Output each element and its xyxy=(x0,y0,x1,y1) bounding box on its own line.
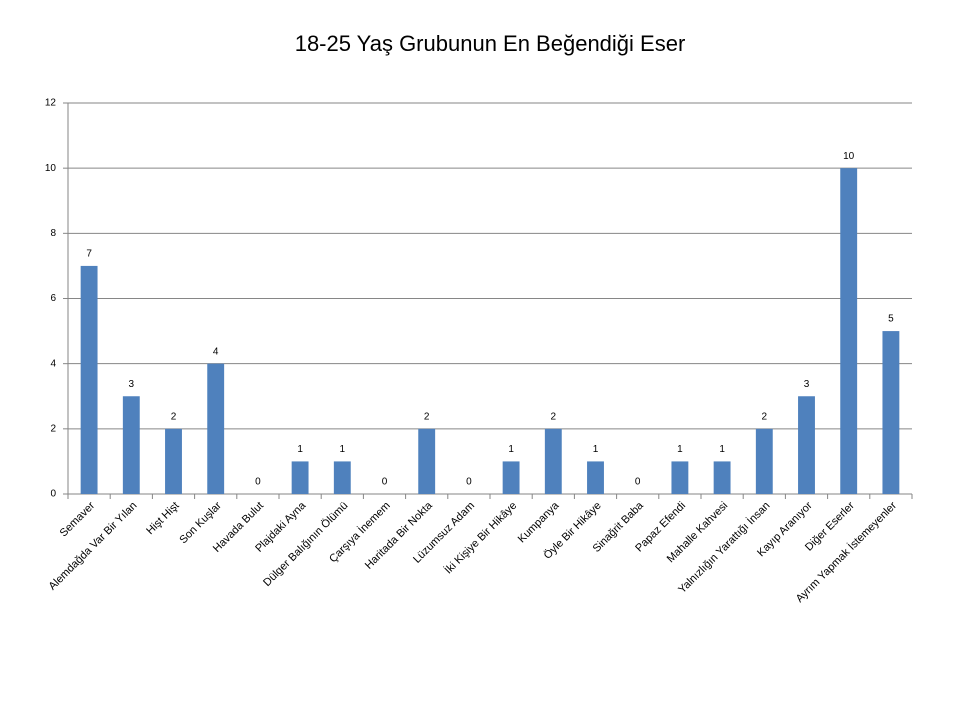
bar xyxy=(333,461,351,494)
value-label: 1 xyxy=(719,444,725,455)
bar xyxy=(207,363,225,494)
value-label: 1 xyxy=(340,444,346,455)
bar xyxy=(80,265,98,494)
bar xyxy=(165,428,182,494)
value-label: 1 xyxy=(593,444,599,455)
y-tick-label: 8 xyxy=(50,228,56,239)
bar xyxy=(713,461,731,494)
value-label: 10 xyxy=(843,151,855,162)
bar xyxy=(587,461,604,494)
x-tick-label: Dülger Balığının Ölümü xyxy=(261,500,350,589)
value-label: 1 xyxy=(297,444,303,455)
value-label: 3 xyxy=(804,379,810,390)
bar xyxy=(671,461,689,494)
value-label: 2 xyxy=(171,411,177,422)
x-tick-label: İki Kişiye Bir Hikâye xyxy=(442,499,519,576)
bar xyxy=(755,428,773,494)
value-label: 2 xyxy=(762,411,768,422)
chart-title: 18-25 Yaş Grubunun En Beğendiği Eser xyxy=(295,31,686,56)
bar xyxy=(122,396,140,494)
bar xyxy=(798,396,815,494)
value-label: 1 xyxy=(508,444,514,455)
value-label: 7 xyxy=(86,249,92,260)
bar xyxy=(291,461,309,494)
value-label: 3 xyxy=(129,379,135,390)
bar xyxy=(502,461,520,494)
y-tick-label: 12 xyxy=(45,98,57,109)
value-label: 1 xyxy=(677,444,683,455)
y-tick-label: 6 xyxy=(50,293,56,304)
x-tick-label: Semaver xyxy=(58,499,98,539)
x-tick-label: Alemdağda Var Bir Yılan xyxy=(47,500,140,593)
value-label: 0 xyxy=(255,477,261,488)
y-tick-label: 0 xyxy=(50,489,56,500)
y-tick-label: 2 xyxy=(50,423,56,434)
y-tick-label: 4 xyxy=(50,358,56,369)
value-label: 5 xyxy=(888,314,894,325)
value-label: 0 xyxy=(466,477,472,488)
value-label: 4 xyxy=(213,346,219,357)
value-label: 2 xyxy=(424,411,430,422)
value-label: 2 xyxy=(551,411,557,422)
bar xyxy=(544,428,562,494)
value-label: 0 xyxy=(635,477,641,488)
x-tick-label: Hişt Hişt xyxy=(144,500,181,537)
bar xyxy=(418,428,436,494)
bar xyxy=(840,168,858,494)
value-label: 0 xyxy=(382,477,388,488)
bar xyxy=(882,331,900,494)
y-tick-label: 10 xyxy=(45,163,57,174)
